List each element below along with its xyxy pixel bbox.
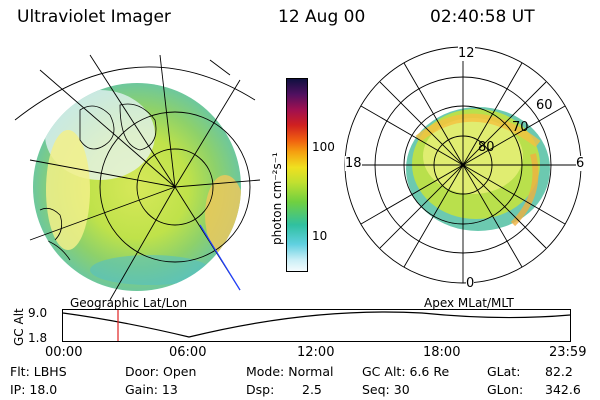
dawn-emission-band xyxy=(46,130,90,250)
seq-status: Seq: 30 xyxy=(362,382,410,397)
polar-grid xyxy=(344,46,582,284)
mlt-12-label: 12 xyxy=(458,46,475,61)
polar-cap-region xyxy=(423,118,523,194)
colorbar-tick-100: 100 xyxy=(312,140,335,154)
colorbar xyxy=(286,78,308,272)
glat-label: GLat: xyxy=(487,364,521,379)
dsp-label: Dsp: xyxy=(246,382,275,397)
filter-status: Flt: LBHS xyxy=(10,364,67,379)
oval-dayside-arc xyxy=(415,113,541,148)
gain-status: Gain: 13 xyxy=(125,382,178,397)
gc-alt-status: GC Alt: 6.6 Re xyxy=(362,364,450,379)
mlat-60-label: 60 xyxy=(536,98,553,113)
door-status: Door: Open xyxy=(125,364,197,379)
colorbar-unit-label: photon cm⁻²s⁻¹ xyxy=(270,152,284,245)
xtick-0600: 06:00 xyxy=(169,345,207,360)
polar-plot xyxy=(344,46,582,284)
mlat-70-label: 70 xyxy=(512,120,529,135)
mlt-18-label: 18 xyxy=(345,156,362,171)
geographic-label: Geographic Lat/Lon xyxy=(70,296,188,310)
glat-value: 82.2 xyxy=(545,364,573,379)
coastlines xyxy=(79,103,157,151)
altitude-ymin: 1.8 xyxy=(28,331,48,345)
ip-status: IP: 18.0 xyxy=(10,382,58,397)
date-label: 12 Aug 00 xyxy=(278,7,366,27)
mode-status: Mode: Normal xyxy=(246,364,334,379)
glon-value: 342.6 xyxy=(545,382,581,397)
altitude-curve xyxy=(62,311,571,338)
geographic-map xyxy=(14,54,261,301)
xtick-0000: 00:00 xyxy=(45,345,83,360)
time-label: 02:40:58 UT xyxy=(430,7,535,27)
mlt-6-label: 6 xyxy=(576,156,585,171)
oval-dusk-arc xyxy=(510,153,539,227)
apex-label: Apex MLat/MLT xyxy=(424,296,514,310)
xtick-1200: 12:00 xyxy=(297,345,335,360)
colorbar-tick-10: 10 xyxy=(312,229,328,243)
altitude-plot xyxy=(62,309,571,342)
mlt-0-label: 0 xyxy=(466,276,475,291)
glon-label: GLon: xyxy=(487,382,524,397)
dsp-value: 2.5 xyxy=(302,382,322,397)
satellite-track xyxy=(199,224,241,291)
mlat-80-label: 80 xyxy=(478,140,495,155)
instrument-title: Ultraviolet Imager xyxy=(17,7,171,27)
altitude-ylabel: GC Alt xyxy=(12,308,26,346)
lower-edge-region xyxy=(90,255,210,285)
lat-lon-grid xyxy=(14,54,261,301)
xtick-2359: 23:59 xyxy=(549,345,587,360)
altitude-ymax: 9.0 xyxy=(28,306,48,320)
xtick-1800: 18:00 xyxy=(423,345,461,360)
